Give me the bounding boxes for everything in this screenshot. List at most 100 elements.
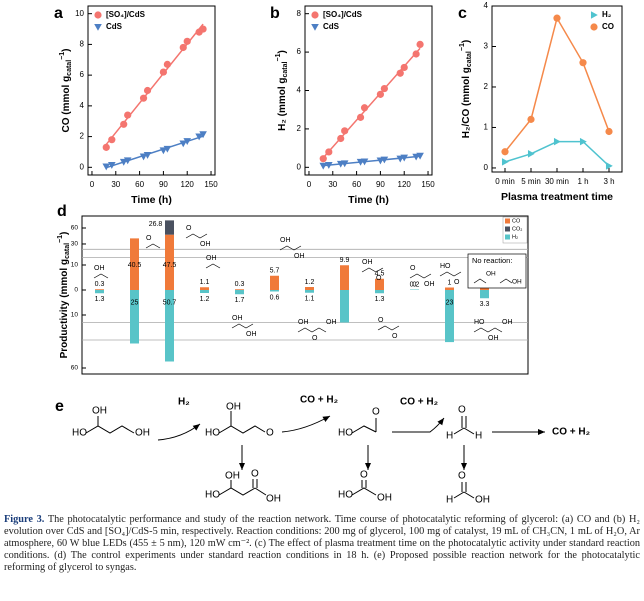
bar [340,290,349,323]
atom-label: OH [266,494,281,505]
figure: e HO OH OH H₂ HO OH O CO + H₂ HO O CO + … [54,1,623,506]
y-tick-label: 6 [80,70,85,79]
value-label: 0.3 [235,281,245,288]
bar [305,290,314,293]
value-label: 4.5 [375,271,385,278]
atom-label: OH [488,335,499,342]
y-axis-label-part: −1 [59,52,66,60]
panel-letter: b [270,5,280,22]
bar [410,289,419,290]
marker [527,149,535,158]
structure-bond [409,273,432,279]
bar [130,238,139,290]
marker [159,147,168,155]
marker [579,59,587,67]
legend-label: H₂ [512,234,518,240]
bond [218,425,266,434]
marker [380,156,389,164]
value-label: 0.2 [410,281,420,288]
x-tick-label: 0 min [495,177,515,186]
bar [200,290,209,293]
x-tick-label: 90 [159,180,168,189]
bar [235,289,244,290]
marker [179,140,188,148]
bond [254,487,267,496]
marker [553,137,561,146]
legend-label: [SO₄]/CdS [323,10,363,19]
atom-label: H [446,495,453,506]
marker [396,69,404,77]
marker [120,120,128,128]
bond [351,425,377,434]
structure-bond [93,273,109,279]
bond [453,416,475,435]
atom-label: O [372,407,380,418]
value-label: 1.3 [95,296,105,303]
y-axis-label-part: catal [66,60,73,76]
atom-label: HO [205,428,220,439]
x-tick-label: 60 [135,180,144,189]
x-axis-label: Time (h) [131,194,172,206]
bar [375,278,384,290]
value-label: 47.5 [163,262,177,269]
atom-label: OH [135,428,150,439]
y-tick-label: 0 [297,162,302,171]
marker [159,68,168,76]
released-gas: H₂ [178,397,190,408]
marker [400,63,408,72]
atom-label: OH [486,271,496,278]
atom-label: OH [280,237,291,244]
structure-bond [205,263,221,269]
y-tick-label: 10 [75,9,84,18]
y-axis-label: CO (mmol gcatal−1) [59,49,73,133]
y-tick-label: 8 [297,9,302,18]
atom-label: HO [338,428,353,439]
marker [124,111,132,119]
x-tick-label: 60 [352,180,361,189]
panel-letter: d [57,203,67,220]
atom-label: OH [200,241,211,248]
value-label: 25 [131,299,139,306]
marker [319,155,327,163]
y-axis-label-part: −1 [275,53,282,61]
marker [139,94,148,102]
panel-letter: a [54,5,63,22]
marker [501,148,509,156]
bar [270,290,279,292]
marker [179,43,187,52]
arrow [392,417,445,433]
atom-label: HO [474,319,485,326]
caption-text: The photocatalytic performance and study… [4,514,640,573]
atom-label: O [378,317,384,324]
marker [527,115,535,123]
marker [108,161,116,169]
atom-label: O [251,469,259,480]
reaction-scheme: e HO OH OH H₂ HO OH O CO + H₂ HO O CO + … [55,395,590,506]
marker [360,104,369,112]
y-axis-label-part: ) [461,40,472,43]
structure-bond [185,233,208,239]
structure-bond [377,325,400,331]
marker [579,137,587,146]
y-axis-label-part: H₂/CO (mmol g [461,67,472,138]
atom-label: H [446,431,453,442]
legend-frame [502,216,528,244]
marker [183,37,191,45]
marker [311,11,319,19]
marker [163,145,172,153]
y-tick-label: 0 [484,163,489,172]
marker [325,148,333,156]
panel-letter: e [55,398,64,415]
y-tick-label: 3 [484,42,489,51]
atom-label: OH [294,253,305,260]
atom-label: OH [246,331,257,338]
bar [445,287,454,290]
series-line [504,16,610,153]
marker [139,153,148,161]
y-axis-label-part: H₂ (mmol g [277,77,288,130]
structure-bond [231,323,254,329]
x-tick-label: 30 [328,180,337,189]
marker [325,161,333,169]
value-label: 23 [446,299,454,306]
y-tick-label: 4 [484,1,489,10]
